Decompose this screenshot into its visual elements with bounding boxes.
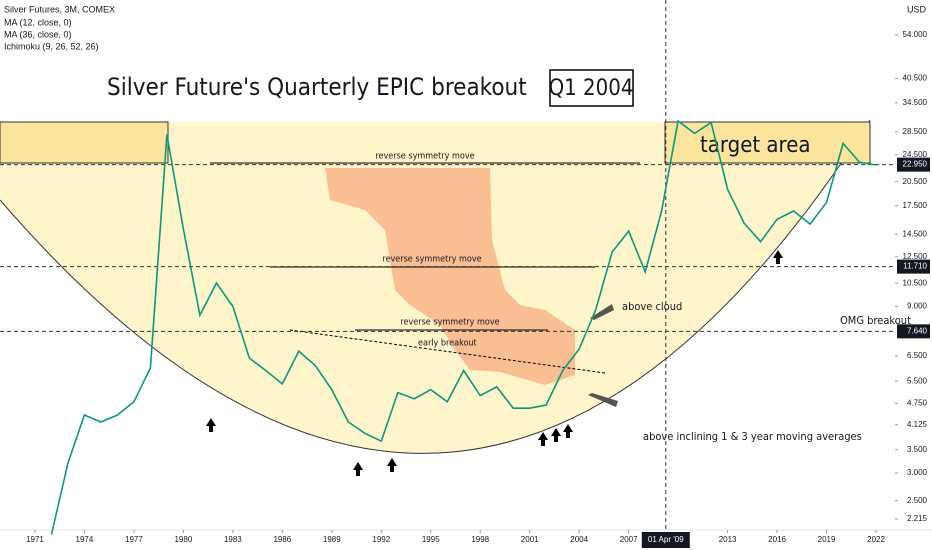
level-label: 22.950	[903, 160, 928, 169]
header: Silver Futures, 3M, COMEX	[4, 4, 115, 14]
y-tick-label: 20.500	[903, 177, 928, 186]
x-tick-label: 1980	[174, 535, 192, 544]
level-label: 11.710	[903, 262, 927, 271]
annotation: reverse symmetry move	[382, 255, 481, 265]
y-tick-label: 34.500	[903, 98, 928, 107]
y-tick-label: 2.215	[907, 514, 928, 523]
cup-curve	[0, 119, 871, 454]
y-tick-label: 40.500	[903, 74, 928, 83]
level-box	[897, 324, 930, 339]
price-line	[50, 119, 877, 535]
price-axis	[895, 0, 932, 550]
x-tick-label: 1998	[471, 535, 489, 544]
title: Silver Future's Quarterly EPIC breakout	[107, 73, 527, 101]
y-tick-label: 12.500	[903, 252, 928, 261]
annotation: reverse symmetry move	[375, 152, 474, 162]
x-tick-label: 1995	[422, 535, 440, 544]
indicator: MA (36, close, 0)	[4, 29, 72, 39]
pointer-arrows	[206, 250, 783, 476]
level-box	[0, 121, 169, 164]
y-tick-label: 4.750	[907, 398, 928, 407]
x-tick-label: 2004	[570, 535, 588, 544]
x-marker-box	[641, 532, 690, 548]
y-tick-label: 54.000	[903, 30, 928, 39]
highlight-box	[549, 69, 634, 107]
x-tick-label: 2022	[867, 535, 885, 544]
x-tick-label: 2013	[719, 535, 737, 544]
y-tick-label: 17.500	[903, 201, 928, 210]
level-label: 7.640	[907, 326, 928, 335]
x-tick-label: 2007	[620, 535, 638, 544]
y-tick-label: 14.500	[903, 229, 928, 238]
x-tick-label: 2019	[818, 535, 836, 544]
y-tick-label: 3.500	[907, 445, 928, 454]
x-tick-label: 1974	[76, 535, 94, 544]
x-tick-label: 1983	[224, 535, 242, 544]
y-tick-label: 3.000	[907, 468, 928, 477]
level-box	[897, 259, 930, 274]
x-tick-label: 2016	[768, 535, 786, 544]
y-tick-label: 5.500	[907, 376, 928, 385]
currency: USD	[907, 4, 927, 14]
y-tick-label: 6.500	[907, 351, 928, 360]
x-tick-label: 1971	[26, 535, 44, 544]
x-tick-label: 1989	[323, 535, 341, 544]
y-tick-label: 9.000	[907, 302, 928, 311]
target-box	[664, 121, 871, 164]
x-tick-label: 1977	[125, 535, 143, 544]
y-tick-label: 4.125	[907, 420, 928, 429]
annotation: early breakout	[418, 339, 477, 349]
cloud-region	[325, 168, 575, 385]
annotation: reverse symmetry move	[400, 318, 499, 328]
y-tick-label: 28.500	[903, 127, 928, 136]
annotation: OMG breakout	[840, 314, 911, 327]
indicator: MA (12, close, 0)	[4, 17, 72, 27]
indicator: Ichimoku (9, 26, 52, 26)	[4, 41, 99, 51]
level-box	[897, 157, 930, 172]
x-tick-label: 2001	[521, 535, 539, 544]
annotation: above cloud	[622, 300, 682, 313]
y-tick-label: 24.500	[903, 150, 928, 159]
x-tick-label: 1986	[273, 535, 291, 544]
x-tick-label: 01 Apr '09	[648, 535, 684, 544]
highlight: Q1 2004	[549, 76, 634, 101]
annotation: above inclining 1 & 3 year moving averag…	[643, 430, 862, 443]
x-tick-label: 1992	[372, 535, 390, 544]
y-tick-label: 10.500	[903, 278, 928, 287]
y-tick-label: 2.500	[907, 496, 928, 505]
